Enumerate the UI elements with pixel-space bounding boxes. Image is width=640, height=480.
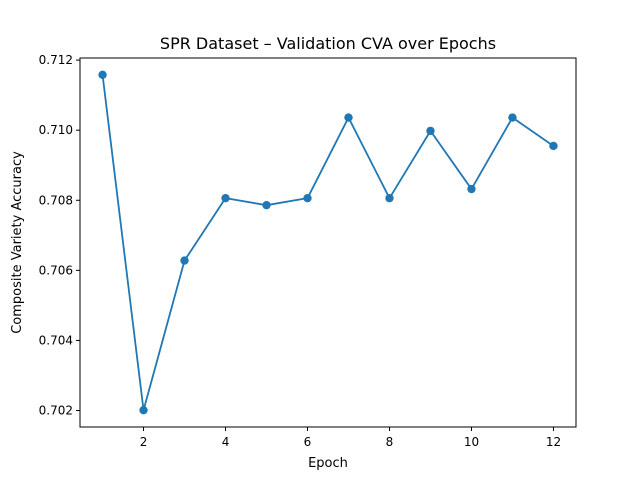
y-axis-ticks: 0.702 0.704 0.706 0.708 0.710 0.712	[39, 53, 80, 418]
data-point	[262, 200, 271, 210]
data-point	[508, 113, 517, 122]
y-axis-label: Composite Variety Accuracy	[10, 151, 25, 334]
data-point	[98, 70, 107, 80]
y-tick-label: 0.712	[39, 53, 73, 67]
x-tick-label: 10	[464, 435, 479, 449]
y-tick-label: 0.706	[39, 263, 73, 277]
series-line	[101, 74, 554, 412]
data-point	[426, 126, 435, 136]
y-tick-label: 0.710	[39, 123, 73, 137]
data-point	[180, 256, 189, 265]
x-tick-label: 4	[222, 435, 230, 449]
data-point	[385, 193, 394, 203]
x-axis-label: Epoch	[308, 456, 348, 471]
y-tick-label: 0.708	[39, 193, 73, 207]
x-tick-label: 6	[304, 435, 312, 449]
data-point	[139, 405, 148, 415]
x-tick-label: 2	[140, 435, 148, 449]
y-tick-label: 0.702	[39, 404, 73, 418]
data-point	[467, 184, 476, 194]
x-axis-ticks: 2 4 6 8 10 12	[140, 427, 561, 449]
data-point	[221, 193, 230, 203]
x-tick-label: 8	[386, 435, 394, 449]
plot-frame	[79, 57, 577, 428]
data-point	[344, 113, 353, 122]
y-tick-label: 0.704	[39, 333, 73, 347]
data-point	[303, 193, 312, 203]
plot-area	[98, 70, 558, 415]
data-point	[549, 141, 558, 151]
chart-title: SPR Dataset – Validation CVA over Epochs	[160, 34, 496, 53]
x-tick-label: 12	[546, 435, 561, 449]
